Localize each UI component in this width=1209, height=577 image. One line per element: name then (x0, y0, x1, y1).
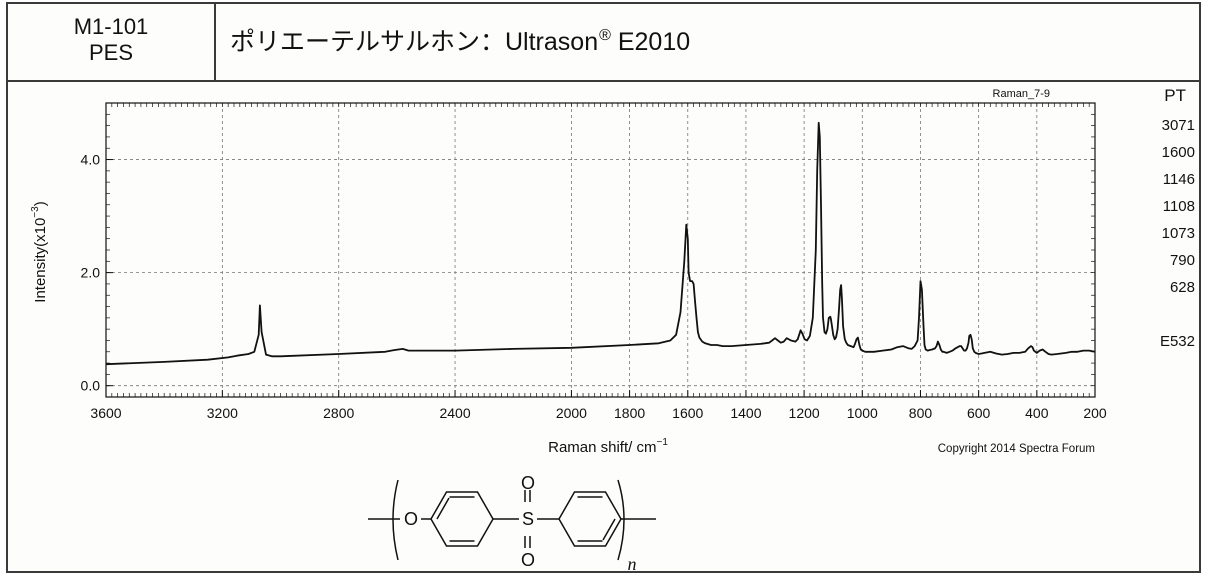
sample-title: ポリエーテルサルホン：Ultrason® E2010 (230, 4, 690, 80)
sample-abbrev: PES (88, 40, 134, 65)
registered-mark: ® (599, 27, 611, 44)
x-tick-label: 200 (1083, 405, 1107, 421)
benzene-ring-right (558, 491, 622, 547)
spectrum-sheet: M1-101 PES ポリエーテルサルホン：Ultrason® E2010 (6, 2, 1201, 573)
x-tick-label: 600 (967, 405, 991, 421)
peak-value: 1073 (1162, 225, 1195, 242)
title-main: ポリエーテルサルホン：Ultrason (230, 28, 599, 56)
x-tick-label: 800 (909, 405, 933, 421)
x-axis-label-sup: −1 (656, 437, 668, 448)
x-tick-label: 1400 (730, 405, 761, 421)
right-bracket (617, 479, 625, 561)
grid (106, 103, 1095, 397)
plot-frame (105, 102, 1096, 398)
x-tick-label: 1000 (847, 405, 878, 421)
structure-atoms: O S O O n (404, 473, 637, 574)
y-axis-label-sup: −3 (30, 206, 41, 218)
title-grade: E2010 (610, 28, 691, 56)
x-tick-label: 1600 (672, 405, 703, 421)
x-tick-label: 3600 (90, 405, 121, 421)
axes (105, 102, 1096, 398)
y-tick-label: 4.0 (81, 152, 101, 168)
x-tick-label: 1200 (789, 405, 820, 421)
series-layer (105, 121, 1096, 366)
y-tick-label: 0.0 (81, 378, 101, 394)
excitation-label: E532 (1160, 333, 1195, 350)
spectrum-line (105, 121, 1096, 366)
benzene-ring-left (430, 491, 494, 547)
left-bracket (392, 479, 399, 561)
x-tick-label: 2000 (556, 405, 587, 421)
x-tick-label: 2400 (439, 405, 470, 421)
sample-id-cell: M1-101 PES (8, 4, 216, 80)
peak-value: 1146 (1163, 171, 1195, 188)
chart-tag: Raman_7-9 (993, 88, 1050, 100)
sheet-header: M1-101 PES ポリエーテルサルホン：Ultrason® E2010 (8, 4, 1199, 82)
sulfonyl-oxygen-top: O (521, 473, 535, 493)
x-tick-label: 1800 (614, 405, 645, 421)
sulfur-atom: S (522, 509, 534, 529)
ring-double-bond (436, 497, 450, 520)
x-axis-label: Raman shift/ cm−1 (548, 437, 668, 456)
ring-double-bond (602, 518, 616, 541)
x-tick-labels: 3600 3200 2800 2400 2000 1800 1600 1400 1200 1000… (90, 405, 1106, 421)
y-tick-label: 2.0 (81, 265, 101, 281)
x-tick-label: 400 (1025, 405, 1049, 421)
y-axis-label-text: Intensity(x10 (32, 218, 49, 303)
y-tick-labels: 0.0 2.0 4.0 (81, 152, 101, 394)
peak-value: 628 (1170, 279, 1195, 296)
peak-value: 790 (1170, 252, 1195, 269)
y-axis-label-tail: ) (32, 201, 49, 206)
sample-code: M1-101 (73, 14, 149, 39)
peak-value: 1108 (1163, 198, 1195, 215)
y-axis-label: Intensity(x10−3) (30, 201, 49, 302)
sulfonyl-oxygen-bottom: O (521, 550, 535, 570)
x-tick-label: 3200 (207, 405, 238, 421)
peak-table-header: PT (1164, 86, 1186, 105)
copyright-text: Copyright 2014 Spectra Forum (938, 443, 1095, 455)
peak-value: 1600 (1162, 144, 1195, 161)
oxygen-atom: O (404, 509, 418, 529)
peak-value: 3071 (1162, 117, 1195, 134)
repeat-unit-n: n (628, 554, 637, 574)
peak-table: PT 3071 1600 1146 1108 1073 790 628 E532 (1160, 86, 1195, 350)
pes-structure (368, 479, 656, 561)
x-tick-label: 2800 (323, 405, 354, 421)
x-axis-label-text: Raman shift/ cm (548, 439, 656, 456)
